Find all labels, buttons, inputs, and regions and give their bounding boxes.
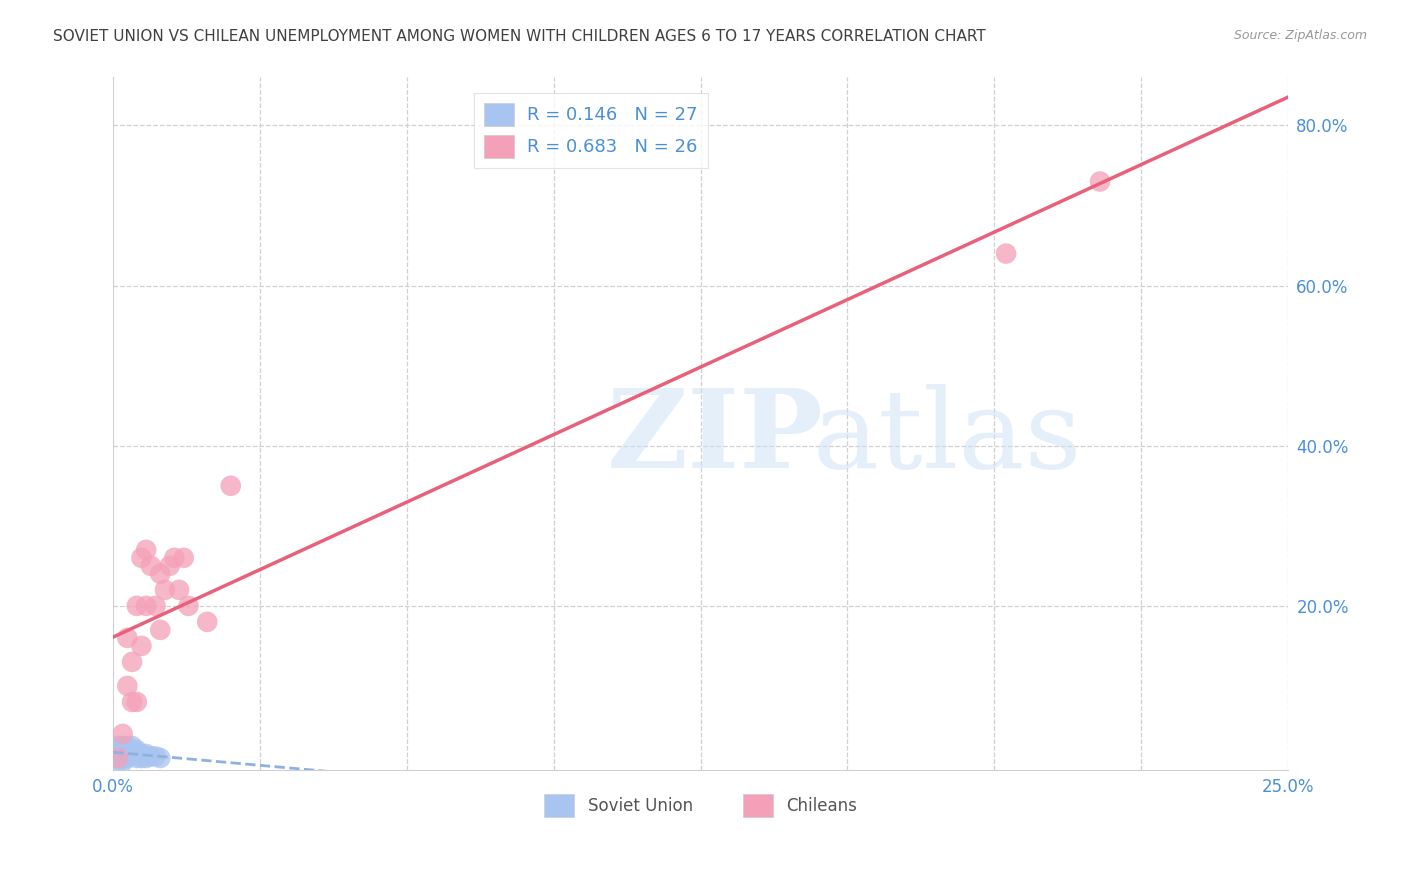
Point xyxy=(107,739,129,753)
Point xyxy=(107,751,129,765)
Point xyxy=(121,695,143,709)
Point xyxy=(117,679,139,693)
Point xyxy=(107,747,129,761)
Point xyxy=(167,582,190,597)
Point xyxy=(111,755,134,769)
Point xyxy=(107,755,129,769)
Point xyxy=(111,751,134,765)
Point xyxy=(149,751,172,765)
Point xyxy=(117,739,139,753)
Point xyxy=(111,727,134,741)
Point xyxy=(195,615,218,629)
Point xyxy=(135,747,157,761)
Point xyxy=(149,566,172,581)
Point xyxy=(111,747,134,761)
Point xyxy=(131,747,153,761)
Point xyxy=(121,747,143,761)
Point xyxy=(107,743,129,757)
Point xyxy=(145,599,167,613)
Point xyxy=(131,550,153,565)
Point xyxy=(153,582,176,597)
Point xyxy=(139,558,162,573)
Point xyxy=(121,739,143,753)
Point xyxy=(139,749,162,764)
Legend: Soviet Union, Chileans: Soviet Union, Chileans xyxy=(537,787,863,824)
Point xyxy=(135,542,157,557)
Text: SOVIET UNION VS CHILEAN UNEMPLOYMENT AMONG WOMEN WITH CHILDREN AGES 6 TO 17 YEAR: SOVIET UNION VS CHILEAN UNEMPLOYMENT AMO… xyxy=(53,29,986,44)
Text: Source: ZipAtlas.com: Source: ZipAtlas.com xyxy=(1233,29,1367,42)
Point xyxy=(121,743,143,757)
Point xyxy=(111,739,134,753)
Point xyxy=(1088,175,1111,189)
Point xyxy=(125,599,148,613)
Point xyxy=(173,550,195,565)
Point xyxy=(111,743,134,757)
Point xyxy=(125,695,148,709)
Point xyxy=(177,599,200,613)
Point xyxy=(117,631,139,645)
Point xyxy=(121,655,143,669)
Point xyxy=(117,751,139,765)
Point xyxy=(107,751,129,765)
Point xyxy=(125,743,148,757)
Point xyxy=(163,550,186,565)
Point xyxy=(219,479,242,493)
Point xyxy=(125,747,148,761)
Point xyxy=(135,751,157,765)
Point xyxy=(117,743,139,757)
Point xyxy=(135,599,157,613)
Point xyxy=(131,639,153,653)
Point xyxy=(131,751,153,765)
Point xyxy=(125,751,148,765)
Point xyxy=(995,246,1018,260)
Point xyxy=(117,747,139,761)
Point xyxy=(159,558,181,573)
Point xyxy=(149,623,172,637)
Point xyxy=(145,749,167,764)
Text: atlas: atlas xyxy=(813,384,1081,491)
Text: ZIP: ZIP xyxy=(606,384,824,491)
